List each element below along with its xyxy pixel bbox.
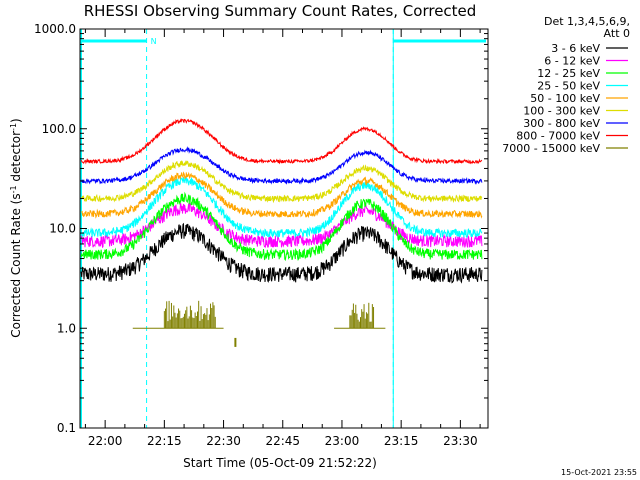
legend-label-0: 3 - 6 keV: [551, 42, 600, 55]
legend-header-line1: Det 1,3,4,5,6,9,: [544, 15, 630, 28]
y-tick-label: 0.1: [57, 421, 76, 435]
series-line-6: [80, 146, 483, 185]
legend-header-line2: Att 0: [604, 27, 630, 40]
y-axis-label-sup2: -1: [9, 123, 18, 131]
series-line-1: [80, 202, 483, 249]
x-tick-label: 23:30: [443, 434, 478, 448]
series-line-3: [80, 175, 483, 239]
series-line-8: [132, 300, 386, 347]
y-axis-label-main: Corrected Count Rate (s: [9, 193, 23, 337]
series-line-2: [80, 191, 483, 262]
series-lines: [80, 118, 483, 347]
y-axis-label-end: ): [9, 118, 23, 123]
x-tick-label: 23:15: [384, 434, 419, 448]
timestamp: 15-Oct-2021 23:55: [561, 468, 637, 477]
x-tick-label: 22:00: [88, 434, 123, 448]
legend-label-8: 7000 - 15000 keV: [502, 142, 600, 155]
y-axis-label: Corrected Count Rate (s-1 detector-1): [9, 118, 24, 337]
y-axis-label-sup1: -1: [9, 185, 18, 193]
legend-label-2: 12 - 25 keV: [537, 67, 600, 80]
legend-label-7: 800 - 7000 keV: [516, 130, 600, 143]
legend-label-3: 25 - 50 keV: [537, 80, 600, 93]
x-tick-label: 23:00: [325, 434, 360, 448]
legend-label-4: 50 - 100 keV: [530, 92, 600, 105]
x-axis-label: Start Time (05-Oct-09 21:52:22): [183, 456, 377, 470]
legend-label-5: 100 - 300 keV: [523, 105, 600, 118]
y-tick-label: 1.0: [57, 321, 76, 335]
x-tick-label: 22:30: [206, 434, 241, 448]
x-axis: 22:00 22:15 22:30 22:45 23:00 23:15 23:30: [84, 29, 481, 448]
night-label: N: [151, 37, 157, 46]
plot-frame: [79, 28, 489, 429]
legend-label-1: 6 - 12 keV: [544, 55, 600, 68]
y-tick-label: 100.0: [42, 122, 76, 136]
y-axis-label-mid: detector: [9, 131, 23, 186]
series-line-5: [80, 160, 483, 204]
night-indicators: N: [80, 29, 486, 428]
x-tick-label: 22:45: [265, 434, 300, 448]
legend-label-6: 300 - 800 keV: [523, 117, 600, 130]
y-tick-label: 10.0: [49, 222, 76, 236]
series-line-4: [80, 171, 483, 219]
chart-title: RHESSI Observing Summary Count Rates, Co…: [84, 2, 477, 20]
y-tick-label: 1000.0: [34, 22, 76, 36]
series-line-7: [80, 118, 483, 165]
y-axis: 1000.0 100.0 10.0 1.0 0.1: [34, 22, 488, 435]
x-tick-label: 22:15: [147, 434, 182, 448]
series-line-0: [80, 222, 483, 284]
